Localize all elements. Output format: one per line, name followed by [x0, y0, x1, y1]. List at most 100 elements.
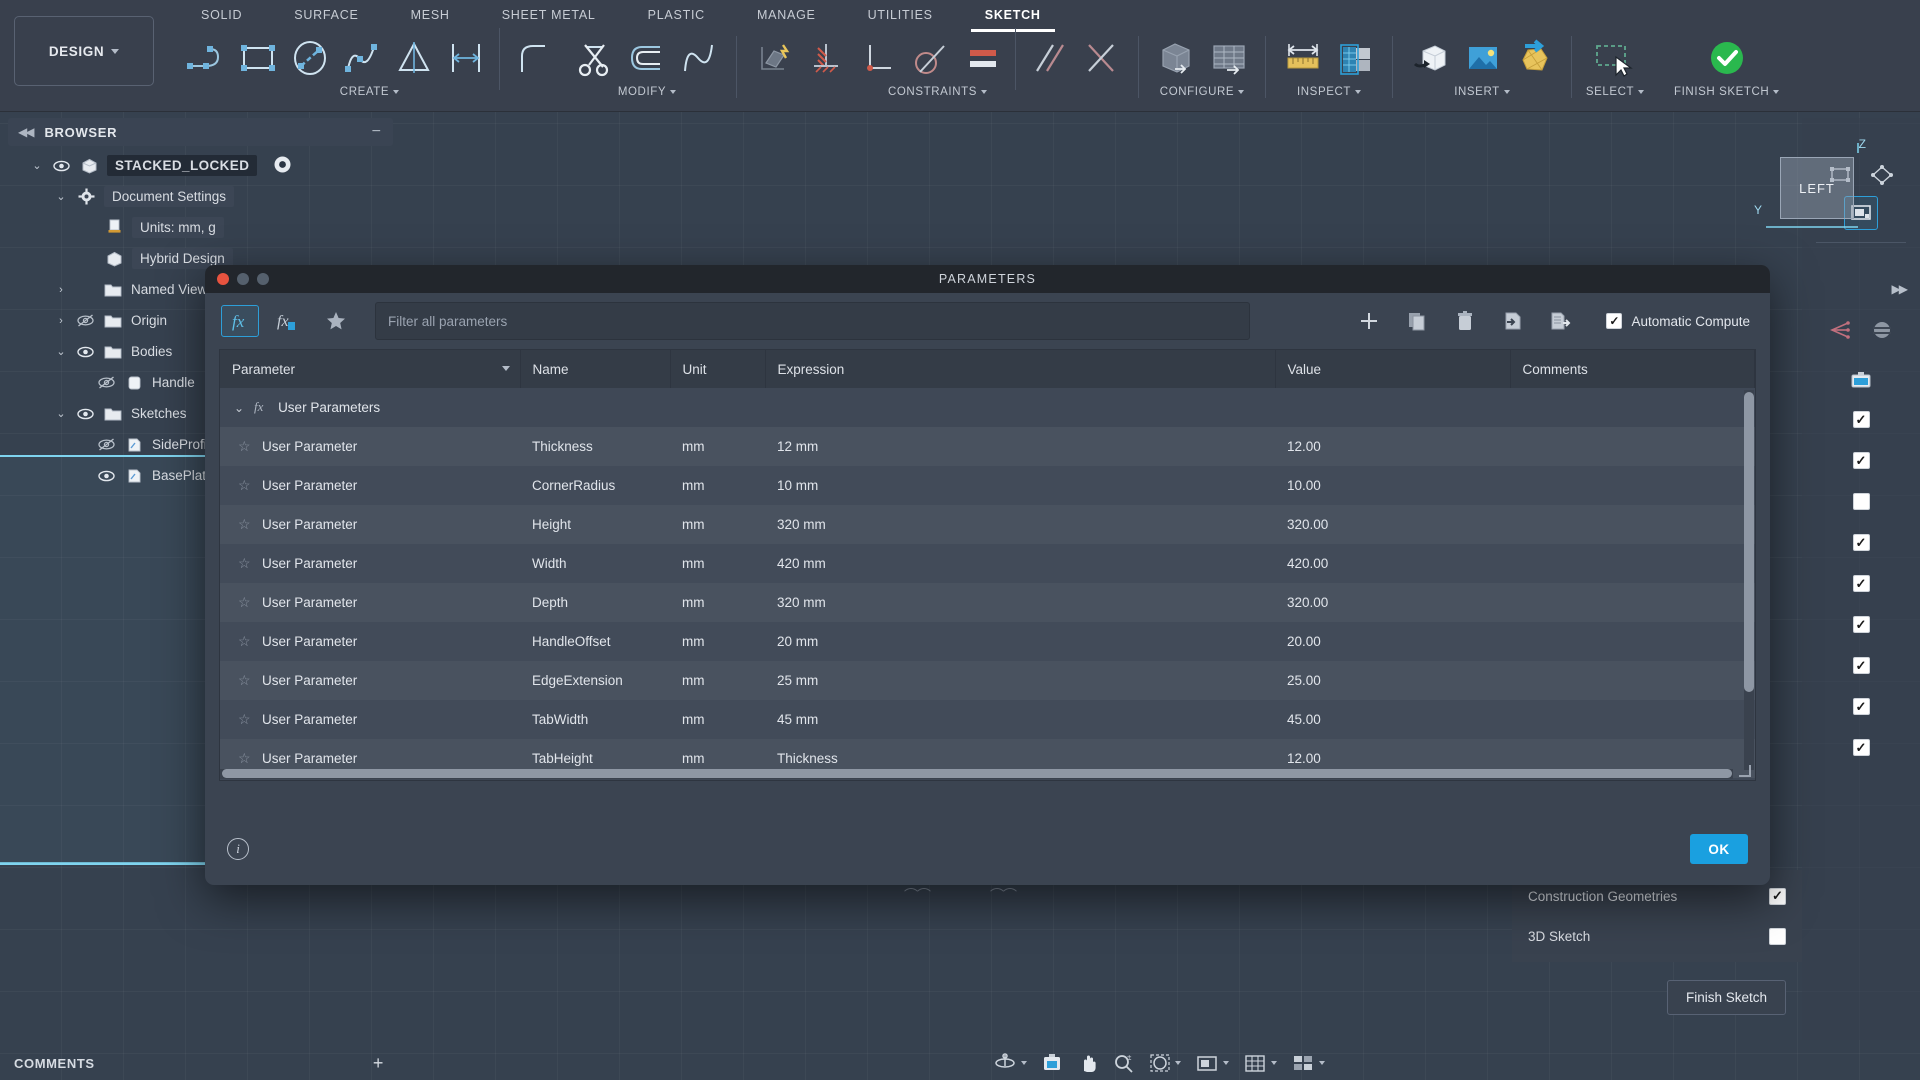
tab-sketch[interactable]: SKETCH [959, 0, 1067, 32]
cell-value[interactable]: 20.00 [1275, 622, 1510, 661]
cell-comments[interactable] [1510, 583, 1755, 622]
cell-unit[interactable]: mm [670, 466, 765, 505]
cell-expression[interactable]: 320 mm [765, 505, 1275, 544]
cell-expression[interactable]: 20 mm [765, 622, 1275, 661]
offset-icon[interactable] [622, 30, 672, 86]
rectangular-pattern-icon[interactable] [441, 30, 491, 86]
cell-comments[interactable] [1510, 700, 1755, 739]
palette-row-3d-sketch[interactable]: 3D Sketch ✓ [1512, 916, 1802, 956]
fit-icon[interactable] [1149, 1053, 1181, 1073]
measure-icon[interactable] [1278, 30, 1328, 86]
favorite-star-icon[interactable]: ☆ [238, 594, 251, 610]
select-window-icon[interactable] [1584, 30, 1646, 86]
favorite-star-icon[interactable]: ☆ [238, 477, 251, 493]
horizontal-scrollbar-thumb[interactable] [222, 769, 1732, 778]
add-comment-icon[interactable]: + [372, 1052, 384, 1073]
create-sketch-icon[interactable] [1823, 158, 1857, 192]
chevron-down-icon[interactable]: ⌄ [234, 400, 245, 415]
ribbon-group-label-insert[interactable]: INSERT [1454, 86, 1510, 98]
cell-expression[interactable]: 320 mm [765, 583, 1275, 622]
table-row[interactable]: ☆ User Parameter Width mm 420 mm 420.00 [220, 544, 1755, 583]
cell-expression[interactable]: 45 mm [765, 700, 1275, 739]
export-icon[interactable] [1542, 305, 1580, 337]
insert-mesh-icon[interactable] [1509, 30, 1559, 86]
rail-checkbox[interactable]: ✓ [1852, 452, 1870, 469]
sketch-palette-icon[interactable] [1844, 196, 1878, 230]
sort-caret-icon[interactable] [501, 366, 510, 371]
palette-checkbox[interactable]: ✓ [1769, 927, 1786, 945]
visibility-icon[interactable] [75, 408, 95, 420]
table-row[interactable]: ☆ User Parameter Height mm 320 mm 320.00 [220, 505, 1755, 544]
ribbon-group-label-configure[interactable]: CONFIGURE [1160, 86, 1245, 98]
tree-node-stacked-locked[interactable]: ⌄ STACKED_LOCKED [8, 150, 398, 181]
tab-surface[interactable]: SURFACE [294, 8, 359, 22]
cell-unit[interactable]: mm [670, 622, 765, 661]
fx-model-icon[interactable]: fx [269, 305, 307, 337]
favorite-star-icon[interactable]: ☆ [238, 516, 251, 532]
tab-solid[interactable]: SOLID [201, 8, 243, 22]
filter-input[interactable]: Filter all parameters [375, 302, 1250, 340]
table-row[interactable]: ☆ User Parameter HandleOffset mm 20 mm 20.00 [220, 622, 1755, 661]
tab-plastic[interactable]: PLASTIC [647, 8, 705, 22]
visibility-off-icon[interactable] [96, 376, 116, 389]
ribbon-group-label-constraints[interactable]: CONSTRAINTS [888, 86, 988, 98]
chevron-down-icon[interactable]: ⌄ [32, 160, 42, 172]
visibility-off-icon[interactable] [75, 314, 95, 327]
dialog-titlebar[interactable]: PARAMETERS [205, 265, 1770, 293]
table-row[interactable]: ☆ User Parameter TabWidth mm 45 mm 45.00 [220, 700, 1755, 739]
cell-name[interactable]: CornerRadius [520, 466, 670, 505]
column-header-comments[interactable]: Comments [1510, 350, 1755, 388]
plus-icon[interactable] [1350, 305, 1388, 337]
cell-value[interactable]: 320.00 [1275, 505, 1510, 544]
parallel-icon[interactable] [1024, 30, 1074, 86]
cell-value[interactable]: 10.00 [1275, 466, 1510, 505]
cell-unit[interactable]: mm [670, 544, 765, 583]
section-analysis-icon[interactable] [1330, 30, 1380, 86]
cell-expression[interactable]: 10 mm [765, 466, 1275, 505]
tree-node-units[interactable]: Units: mm, g [8, 212, 398, 243]
info-icon[interactable]: i [227, 838, 249, 860]
tab-utilities[interactable]: UTILITIES [867, 8, 933, 22]
cell-name[interactable]: TabWidth [520, 700, 670, 739]
configure-table-icon[interactable] [1203, 30, 1253, 86]
copy-icon[interactable] [1398, 305, 1436, 337]
visibility-icon[interactable] [96, 470, 116, 482]
line-icon[interactable] [181, 30, 231, 86]
rectangle-icon[interactable] [233, 30, 283, 86]
trash-icon[interactable] [1446, 305, 1484, 337]
table-row[interactable]: ☆ User Parameter Depth mm 320 mm 320.00 [220, 583, 1755, 622]
ribbon-group-label-select[interactable]: SELECT [1586, 86, 1645, 98]
cell-name[interactable]: Height [520, 505, 670, 544]
ribbon-group-label-inspect[interactable]: INSPECT [1297, 86, 1362, 98]
display-setting-icon[interactable] [1865, 313, 1899, 347]
rail-checkbox[interactable]: ✓ [1852, 493, 1870, 510]
cell-comments[interactable] [1510, 661, 1755, 700]
cell-value[interactable]: 25.00 [1275, 661, 1510, 700]
cell-expression[interactable]: 12 mm [765, 427, 1275, 466]
display-mode-icon[interactable] [1195, 1053, 1229, 1073]
orbit-icon[interactable] [993, 1053, 1027, 1073]
cell-name[interactable]: HandleOffset [520, 622, 670, 661]
collapse-left-icon[interactable]: ◀◀ [18, 125, 35, 139]
cell-unit[interactable]: mm [670, 661, 765, 700]
palette-checkbox[interactable]: ✓ [1769, 887, 1786, 905]
zoom-icon[interactable]: ± [1113, 1053, 1135, 1073]
visibility-off-icon[interactable] [96, 438, 116, 451]
view-cube-face-left[interactable]: LEFT [1780, 157, 1854, 219]
grid-snap-icon[interactable] [1844, 363, 1878, 397]
rail-checkbox[interactable]: ✓ [1852, 411, 1870, 428]
circle-icon[interactable] [285, 30, 335, 86]
tree-node-named-views[interactable]: › Named Views [8, 274, 398, 305]
tangent-icon[interactable] [905, 30, 955, 86]
tree-node-baseplate[interactable]: BasePlate [8, 460, 398, 491]
tab-manage[interactable]: MANAGE [756, 8, 816, 22]
favorite-star-icon[interactable]: ☆ [238, 555, 251, 571]
minimize-icon[interactable] [237, 273, 249, 285]
ribbon-group-label-modify[interactable]: MODIFY [618, 86, 677, 98]
rail-checkbox[interactable]: ✓ [1852, 575, 1870, 592]
cell-value[interactable]: 12.00 [1275, 427, 1510, 466]
tree-node-handle[interactable]: Handle [8, 367, 398, 398]
cell-comments[interactable] [1510, 544, 1755, 583]
cell-expression[interactable]: 25 mm [765, 661, 1275, 700]
cell-value[interactable]: 320.00 [1275, 583, 1510, 622]
